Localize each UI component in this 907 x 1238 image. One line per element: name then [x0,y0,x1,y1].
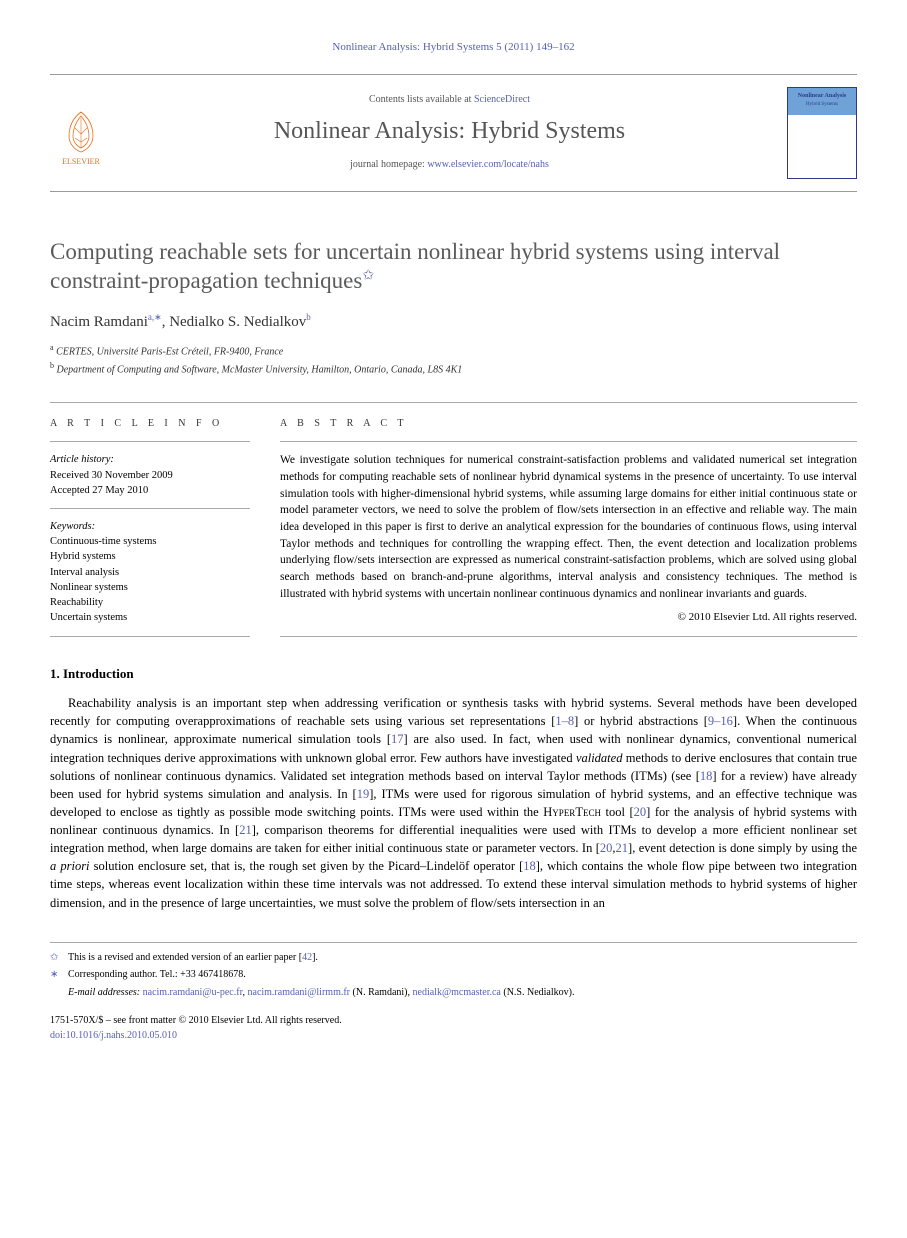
article-info-column: A R T I C L E I N F O Article history: R… [50,417,250,637]
issn-copyright-line: 1751-570X/$ – see front matter © 2010 El… [50,1014,857,1029]
email-link[interactable]: nacim.ramdani@lirmm.fr [248,987,351,998]
keyword: Hybrid systems [50,551,116,562]
footnote-corresponding: ∗ Corresponding author. Tel.: +33 467418… [50,968,857,983]
text-run: ]. [312,952,318,963]
footnote-title-star: ✩ This is a revised and extended version… [50,951,857,966]
citation-link[interactable]: 19 [357,787,370,801]
text-run: tool [ [601,805,634,819]
intro-paragraph-1: Reachability analysis is an important st… [50,694,857,912]
article-info-label: A R T I C L E I N F O [50,417,250,432]
keyword: Nonlinear systems [50,582,128,593]
article-history-label: Article history: [50,454,114,465]
footnote-text: This is a revised and extended version o… [68,951,318,966]
author-list: Nacim Ramdania,∗, Nedialko S. Nedialkovb [50,311,857,334]
info-abstract-row: A R T I C L E I N F O Article history: R… [50,402,857,637]
masthead: ELSEVIER Contents lists available at Sci… [50,74,857,192]
masthead-center: Contents lists available at ScienceDirec… [126,93,773,173]
accepted-date: Accepted 27 May 2010 [50,485,148,496]
text-run: This is a revised and extended version o… [68,952,302,963]
title-footnote-marker: ✩ [362,268,374,283]
affiliation-a: a CERTES, Université Paris-Est Créteil, … [50,342,857,360]
abstract-label: A B S T R A C T [280,417,857,432]
text-run: (N. Ramdani), [350,987,413,998]
footnote-mark-asterisk: ∗ [50,968,62,983]
email-link[interactable]: nedialk@mcmaster.ca [413,987,501,998]
footnote-mark-star: ✩ [50,951,62,966]
doi-label: doi: [50,1030,66,1041]
elsevier-logo: ELSEVIER [50,98,112,168]
journal-cover-thumbnail: Nonlinear Analysis Hybrid Systems [787,87,857,179]
doi-line: doi:10.1016/j.nahs.2010.05.010 [50,1029,857,1044]
text-emphasis: a priori [50,859,90,873]
divider [280,636,857,637]
text-run: (N.S. Nedialkov). [501,987,575,998]
homepage-prefix: journal homepage: [350,159,427,170]
footnote-text: Corresponding author. Tel.: +33 46741867… [68,968,246,983]
keyword: Continuous-time systems [50,536,156,547]
doi-value: 10.1016/j.nahs.2010.05.010 [66,1030,177,1041]
citation-link[interactable]: 21 [616,841,629,855]
contents-prefix: Contents lists available at [369,94,474,105]
article-title: Computing reachable sets for uncertain n… [50,238,857,296]
keywords-label: Keywords: [50,521,95,532]
footnotes: ✩ This is a revised and extended version… [50,942,857,1001]
affiliation-a-text: CERTES, Université Paris-Est Créteil, FR… [54,347,284,358]
publisher-name: ELSEVIER [62,156,100,168]
journal-homepage-link[interactable]: www.elsevier.com/locate/nahs [427,159,549,170]
elsevier-tree-icon [61,108,101,156]
sciencedirect-link[interactable]: ScienceDirect [474,94,530,105]
cover-subtitle: Hybrid Systems [806,101,838,108]
journal-title: Nonlinear Analysis: Hybrid Systems [126,114,773,149]
citation-link[interactable]: 18 [700,769,713,783]
citation-link[interactable]: 17 [391,732,404,746]
citation-link[interactable]: 1–8 [555,714,574,728]
email-label: E-mail addresses: [68,987,140,998]
citation-link[interactable]: 20 [634,805,647,819]
author-2-affiliation-marker: b [306,312,311,322]
text-run: ], event detection is done simply by usi… [628,841,857,855]
citation-link[interactable]: 21 [239,823,252,837]
affiliations: a CERTES, Université Paris-Est Créteil, … [50,342,857,378]
author-1-name: Nacim Ramdani [50,314,148,330]
affiliation-b-text: Department of Computing and Software, Mc… [54,364,462,375]
abstract-copyright: © 2010 Elsevier Ltd. All rights reserved… [280,610,857,626]
section-heading-introduction: 1. Introduction [50,665,857,684]
affiliation-b: b Department of Computing and Software, … [50,360,857,378]
email-link[interactable]: nacim.ramdani@u-pec.fr [143,987,243,998]
keyword: Uncertain systems [50,612,127,623]
cover-title: Nonlinear Analysis [798,92,846,101]
divider [50,508,250,509]
citation-link[interactable]: 9–16 [708,714,733,728]
divider [50,441,250,442]
citation-link[interactable]: 42 [302,952,312,963]
footnote-mark-blank [50,986,62,1001]
keyword: Interval analysis [50,567,119,578]
footnote-emails: E-mail addresses: nacim.ramdani@u-pec.fr… [50,986,857,1001]
author-2-name: Nedialko S. Nedialkov [169,314,306,330]
divider [280,441,857,442]
text-emphasis: validated [576,751,623,765]
text-run: solution enclosure set, that is, the rou… [90,859,524,873]
article-title-text: Computing reachable sets for uncertain n… [50,239,780,293]
received-date: Received 30 November 2009 [50,470,173,481]
keyword: Reachability [50,597,103,608]
doi-link[interactable]: doi:10.1016/j.nahs.2010.05.010 [50,1030,177,1041]
article-history: Article history: Received 30 November 20… [50,452,250,498]
page-footer: 1751-570X/$ – see front matter © 2010 El… [50,1014,857,1043]
contents-available-line: Contents lists available at ScienceDirec… [126,93,773,108]
citation-link[interactable]: 20 [600,841,613,855]
abstract-text: We investigate solution techniques for n… [280,452,857,602]
citation-link[interactable]: 18 [523,859,536,873]
keywords-block: Keywords: Continuous-time systems Hybrid… [50,519,250,626]
author-1-affiliation-marker: a,∗ [148,312,162,322]
footnote-text: E-mail addresses: nacim.ramdani@u-pec.fr… [68,986,574,1001]
tool-name: HyperTech [543,805,601,819]
text-run: ] or hybrid abstractions [ [574,714,708,728]
journal-homepage-line: journal homepage: www.elsevier.com/locat… [126,158,773,173]
citation-line: Nonlinear Analysis: Hybrid Systems 5 (20… [50,40,857,56]
divider [50,636,250,637]
abstract-column: A B S T R A C T We investigate solution … [280,417,857,637]
